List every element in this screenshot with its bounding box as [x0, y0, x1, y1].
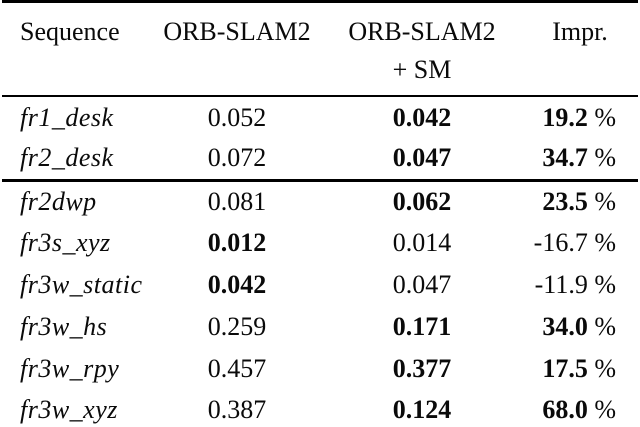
orb-slam2-sm-value: 0.171: [392, 312, 452, 341]
sequence-name: fr1_desk: [20, 102, 114, 132]
orb-slam2-sm-value: 0.377: [392, 354, 452, 383]
percent-sign: %: [594, 354, 616, 383]
sequence-name: fr2dwp: [20, 186, 97, 216]
orb-slam2-sm-value: 0.014: [392, 228, 452, 257]
orb-slam2-value: 0.042: [207, 270, 267, 299]
impr-cell: 19.2 %: [522, 96, 638, 138]
orb-slam2-sm-value: 0.124: [392, 395, 452, 425]
table-header: Sequence ORB-SLAM2 ORB-SLAM2 + SM Impr.: [2, 2, 638, 97]
impr-cell: 68.0 %: [522, 390, 638, 427]
header-row: Sequence ORB-SLAM2 ORB-SLAM2 + SM Impr.: [2, 2, 638, 97]
sequence-name: fr3s_xyz: [20, 228, 111, 257]
header-orb-slam2-sm-line2: + SM: [392, 55, 452, 84]
impr-cell: 17.5 %: [522, 348, 638, 390]
table-row: fr2_desk 0.072 0.047 34.7 %: [2, 138, 638, 180]
impr-value: -11.9: [534, 270, 588, 299]
impr-cell: -11.9 %: [522, 264, 638, 306]
orb-slam2-value: 0.387: [207, 395, 267, 425]
impr-value: 19.2: [542, 102, 588, 132]
orb-slam2-value: 0.081: [207, 186, 267, 216]
table-row: fr3w_static 0.042 0.047 -11.9 %: [2, 264, 638, 306]
header-orb-slam2: ORB-SLAM2: [163, 17, 311, 46]
percent-sign: %: [594, 270, 616, 299]
impr-value: 34.0: [542, 312, 588, 341]
percent-sign: %: [594, 186, 616, 216]
table-body: fr1_desk 0.052 0.042 19.2 % fr2_desk 0.0…: [2, 96, 638, 427]
sequence-name: fr3w_static: [20, 270, 143, 299]
impr-value: 68.0: [542, 395, 588, 425]
orb-slam2-sm-value: 0.042: [392, 102, 452, 132]
impr-value: -16.7: [533, 228, 588, 257]
impr-cell: 34.7 %: [522, 138, 638, 180]
impr-value: 34.7: [542, 143, 588, 173]
percent-sign: %: [594, 312, 616, 341]
orb-slam2-sm-value: 0.047: [392, 270, 452, 299]
sequence-name: fr2_desk: [20, 143, 114, 173]
table-row: fr3w_xyz 0.387 0.124 68.0 %: [2, 390, 638, 427]
orb-slam2-value: 0.457: [207, 354, 267, 383]
impr-cell: 23.5 %: [522, 180, 638, 222]
orb-slam2-sm-value: 0.062: [392, 186, 452, 216]
sequence-name: fr3w_rpy: [20, 354, 120, 383]
header-orb-slam2-sm: ORB-SLAM2 + SM: [322, 2, 522, 97]
impr-cell: -16.7 %: [522, 222, 638, 264]
impr-value: 23.5: [542, 186, 588, 216]
table-row: fr3w_rpy 0.457 0.377 17.5 %: [2, 348, 638, 390]
percent-sign: %: [594, 228, 616, 257]
orb-slam2-value: 0.012: [207, 228, 267, 257]
table-row: fr1_desk 0.052 0.042 19.2 %: [2, 96, 638, 138]
table-row: fr2dwp 0.081 0.062 23.5 %: [2, 180, 638, 222]
orb-slam2-value: 0.259: [207, 312, 267, 341]
header-orb-slam2-sm-line1: ORB-SLAM2: [348, 17, 496, 46]
impr-cell: 34.0 %: [522, 306, 638, 348]
orb-slam2-value: 0.052: [207, 102, 267, 132]
percent-sign: %: [594, 395, 616, 425]
table-row: fr3s_xyz 0.012 0.014 -16.7 %: [2, 222, 638, 264]
percent-sign: %: [594, 143, 616, 173]
impr-value: 17.5: [542, 354, 588, 383]
sequence-name: fr3w_xyz: [20, 395, 118, 425]
header-sequence: Sequence: [20, 17, 120, 46]
header-impr: Impr.: [552, 17, 608, 46]
sequence-name: fr3w_hs: [20, 312, 108, 341]
percent-sign: %: [594, 102, 616, 132]
orb-slam2-value: 0.072: [207, 143, 267, 173]
table-row: fr3w_hs 0.259 0.171 34.0 %: [2, 306, 638, 348]
orb-slam2-sm-value: 0.047: [392, 143, 452, 173]
